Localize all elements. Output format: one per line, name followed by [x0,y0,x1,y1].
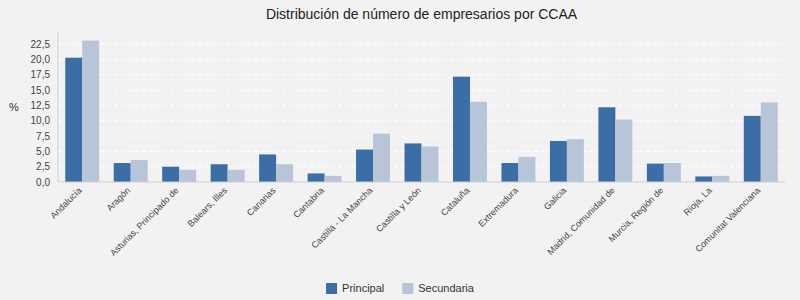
grid-line [58,74,785,75]
x-tick-label: Asturias, Principado de [108,185,181,258]
grid-line [58,120,785,121]
bar [276,164,293,182]
y-tick-label: 0,0 [36,177,50,188]
bar [356,150,373,182]
grid-line [58,136,785,137]
background [0,0,800,300]
x-tick-label: Madrid, Comunidad de [545,185,616,256]
grid-line [58,59,785,60]
bar [598,107,615,182]
x-tick-label: Comunitat Valenciana [693,185,762,254]
y-tick-label: 20,0 [31,54,51,65]
bar [162,167,179,182]
x-tick-label: Cantabria [291,185,326,220]
bar [695,176,712,182]
bars [65,41,777,182]
bar [744,116,761,182]
y-tick-label: 5,0 [36,146,50,157]
bar [373,134,390,182]
bar [501,163,518,182]
x-tick-label: Murcia, Región de [607,185,666,244]
grid-line [58,105,785,106]
y-tick-label: 7,5 [36,131,50,142]
bar [615,120,632,182]
bar [82,41,99,182]
bar [647,164,664,182]
x-axis-line [58,182,785,183]
bar [422,146,439,182]
bar [518,157,535,182]
bar [761,102,778,182]
legend: Principal Secundaria [326,282,475,294]
bar [550,141,567,182]
y-tick-label: 15,0 [31,85,51,96]
x-tick-label: Galicia [542,185,569,212]
grid-line [58,90,785,91]
bar [179,170,196,182]
bar [308,173,325,182]
x-tick-label: Cataluña [439,185,472,218]
bar [228,170,245,182]
x-tick-label: Aragón [105,185,133,213]
bar [114,163,131,182]
bar [131,160,148,182]
bar [712,176,729,182]
chart: Distribución de número de empresarios po… [0,0,800,300]
x-tick-label: Rioja, La [682,185,714,217]
legend-label: Principal [342,282,384,294]
grid-line [58,182,785,183]
bar [470,102,487,182]
y-tick-label: 2,5 [36,161,50,172]
grid [58,44,785,182]
y-tick-label: 12,5 [31,100,51,111]
y-axis-label: % [9,101,19,113]
bar [405,143,422,182]
y-tick-label: 17,5 [31,69,51,80]
legend-swatch [402,283,413,294]
bar [211,164,228,182]
bar [664,163,681,182]
x-tick-label: Extremadura [476,185,520,229]
legend-label: Secundaria [418,282,475,294]
bar [259,154,276,182]
x-tick-label: Castilla - La Mancha [309,185,374,250]
bar [325,176,342,182]
y-tick-label: 10,0 [31,115,51,126]
bar [453,77,470,182]
legend-swatch [326,283,337,294]
title: Distribución de número de empresarios po… [266,6,578,22]
bar [567,139,584,182]
x-tick-label: Castilla y León [374,185,423,234]
page: {"chart_data": { "type": "bar", "title":… [0,0,800,300]
x-tick-label: Balears, Illes [186,185,230,229]
x-tick-label: Andalucía [48,185,83,220]
y-tick-label: 22,5 [31,39,51,50]
grid-line [58,44,785,45]
y-axis-line [58,32,59,182]
x-tick-label: Canarias [245,185,278,218]
bar [65,58,82,182]
